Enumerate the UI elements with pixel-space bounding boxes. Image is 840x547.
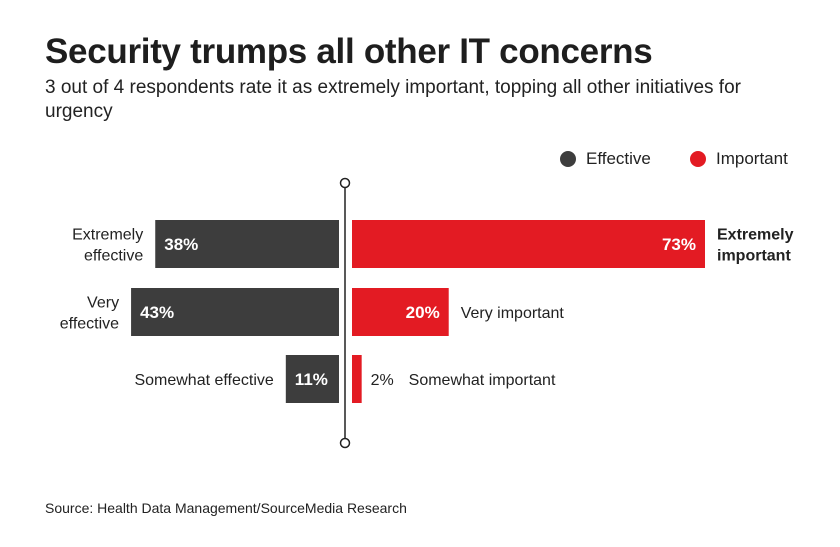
legend-swatch-effective bbox=[560, 151, 576, 167]
bar-effective bbox=[131, 288, 339, 336]
legend-label-effective: Effective bbox=[586, 149, 651, 168]
bar-important bbox=[352, 288, 449, 336]
category-label-important: Very important bbox=[461, 305, 565, 322]
category-label-effective: Extremely bbox=[72, 227, 143, 244]
bar-effective bbox=[285, 355, 339, 403]
value-label-important: 2% bbox=[371, 372, 394, 389]
value-label-effective: 43% bbox=[140, 303, 174, 322]
legend-item-important: Important bbox=[690, 148, 788, 170]
value-label-effective: 38% bbox=[164, 235, 198, 254]
legend-swatch-important bbox=[690, 151, 706, 167]
value-label-effective: 11% bbox=[295, 370, 328, 389]
category-label-important: Somewhat important bbox=[409, 372, 556, 389]
category-label-important: Extremely bbox=[717, 227, 794, 244]
category-label-effective: effective bbox=[60, 316, 119, 333]
category-label-important: important bbox=[717, 248, 791, 265]
bar-important bbox=[352, 355, 362, 403]
legend-label-important: Important bbox=[716, 149, 788, 168]
category-label-effective: Somewhat effective bbox=[134, 372, 273, 389]
category-label-effective: Very bbox=[87, 295, 119, 312]
axis-bottom-cap bbox=[339, 437, 351, 449]
legend-item-effective: Effective bbox=[560, 148, 651, 170]
axis-top-cap bbox=[339, 177, 351, 189]
bar-important bbox=[352, 220, 705, 268]
value-label-important: 20% bbox=[406, 303, 440, 322]
category-label-effective: effective bbox=[84, 248, 143, 265]
chart-subtitle: 3 out of 4 respondents rate it as extrem… bbox=[45, 77, 741, 122]
value-label-important: 73% bbox=[662, 235, 696, 254]
bar-effective bbox=[155, 220, 339, 268]
chart-title: Security trumps all other IT concerns bbox=[45, 32, 653, 71]
source-note: Source: Health Data Management/SourceMed… bbox=[45, 500, 407, 516]
